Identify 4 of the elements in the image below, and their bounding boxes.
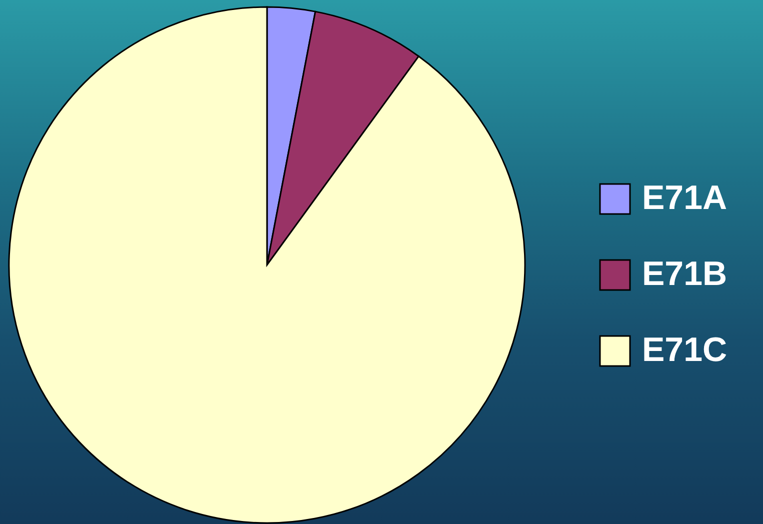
legend-label: E71A [642, 179, 728, 217]
pie-slice [8, 6, 526, 524]
legend-label: E71C [642, 331, 728, 369]
legend-label: E71B [642, 255, 728, 293]
